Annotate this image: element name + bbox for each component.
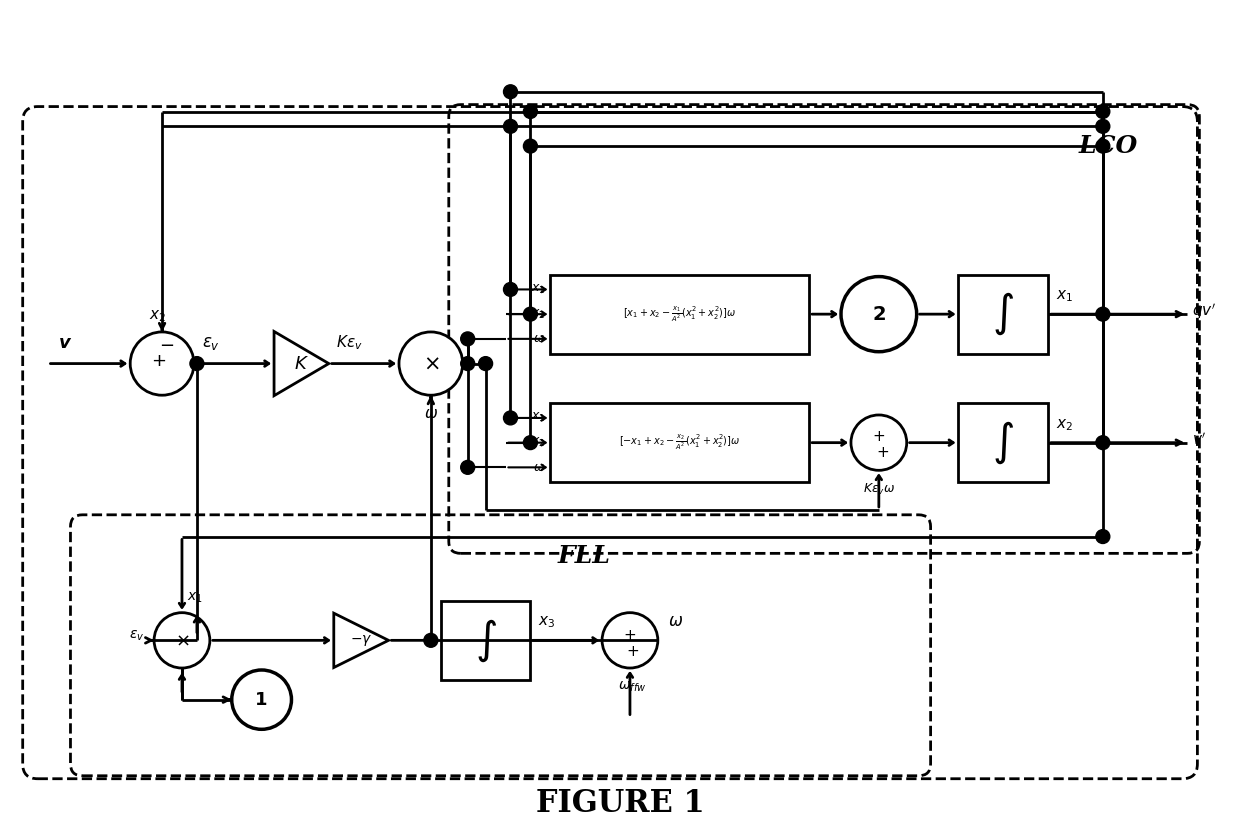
Circle shape [461, 356, 475, 370]
Circle shape [523, 436, 537, 450]
Text: LCO: LCO [1078, 134, 1137, 158]
Bar [959, 275, 1048, 354]
Bar [551, 403, 810, 482]
Circle shape [1096, 436, 1110, 450]
Text: $[x_1+x_2-\frac{x_1}{A^2}(x_1^2+x_2^2)]\omega$: $[x_1+x_2-\frac{x_1}{A^2}(x_1^2+x_2^2)]\… [624, 304, 737, 324]
Text: $x_1$: $x_1$ [531, 412, 546, 425]
Bar [440, 601, 531, 680]
Text: $\int$: $\int$ [992, 419, 1014, 466]
Circle shape [523, 139, 537, 153]
Text: $[-x_1+x_2-\frac{x_2}{A^2}(x_1^2+x_2^2)]\omega$: $[-x_1+x_2-\frac{x_2}{A^2}(x_1^2+x_2^2)]… [619, 433, 740, 452]
Circle shape [841, 276, 916, 351]
Circle shape [232, 670, 291, 729]
Text: $x_2$: $x_2$ [1056, 417, 1073, 433]
Text: $\varepsilon_v$: $\varepsilon_v$ [202, 335, 219, 351]
Text: $\omega_{ffw}$: $\omega_{ffw}$ [618, 680, 646, 695]
Text: $\int$: $\int$ [475, 617, 497, 663]
Text: $x_1$: $x_1$ [1056, 289, 1073, 304]
Text: FLL: FLL [558, 544, 610, 568]
Text: $\varepsilon_v$: $\varepsilon_v$ [129, 628, 144, 643]
Circle shape [1096, 139, 1110, 153]
Circle shape [1096, 530, 1110, 544]
Circle shape [1096, 120, 1110, 134]
Text: $x_1$: $x_1$ [531, 283, 546, 296]
Text: $x_2$: $x_2$ [531, 308, 546, 321]
Text: $K\varepsilon_v$: $K\varepsilon_v$ [336, 333, 363, 351]
Text: $x_1$: $x_1$ [187, 591, 203, 605]
Circle shape [1096, 105, 1110, 119]
Circle shape [851, 415, 906, 470]
Circle shape [190, 356, 203, 370]
Text: $\times$: $\times$ [175, 631, 190, 649]
Text: 1: 1 [255, 691, 268, 709]
Text: +: + [873, 429, 885, 444]
Circle shape [603, 613, 658, 668]
Text: $qv^{\prime}$: $qv^{\prime}$ [1193, 301, 1216, 321]
Circle shape [503, 120, 517, 134]
Text: $x_3$: $x_3$ [538, 615, 556, 630]
Bar [959, 403, 1048, 482]
Text: +: + [626, 644, 640, 658]
Text: +: + [151, 351, 166, 370]
Circle shape [154, 613, 210, 668]
Text: $x_2$: $x_2$ [149, 309, 166, 324]
Circle shape [130, 332, 193, 395]
Circle shape [523, 105, 537, 119]
Text: $\times$: $\times$ [423, 354, 439, 374]
Circle shape [503, 411, 517, 425]
Text: $\omega$: $\omega$ [533, 332, 546, 346]
Text: −: − [160, 337, 175, 355]
Text: $\omega$: $\omega$ [668, 614, 683, 630]
Text: $K\varepsilon_v\omega$: $K\varepsilon_v\omega$ [863, 482, 895, 497]
Circle shape [461, 460, 475, 474]
Text: $\boldsymbol{v}$: $\boldsymbol{v}$ [57, 333, 72, 351]
Text: $v^{\prime}$: $v^{\prime}$ [1193, 431, 1207, 448]
Text: $\omega$: $\omega$ [424, 407, 438, 421]
Text: +: + [624, 628, 636, 643]
Text: +: + [877, 445, 889, 460]
Text: 2: 2 [872, 304, 885, 323]
Bar [551, 275, 810, 354]
Text: $\int$: $\int$ [992, 291, 1014, 337]
Circle shape [479, 356, 492, 370]
Text: $x_2$: $x_2$ [531, 436, 546, 449]
Text: $\omega$: $\omega$ [533, 461, 546, 474]
Circle shape [503, 282, 517, 296]
Circle shape [503, 85, 517, 99]
Text: FIGURE 1: FIGURE 1 [536, 788, 704, 819]
Text: $K$: $K$ [294, 355, 309, 373]
Text: $-\gamma$: $-\gamma$ [350, 633, 372, 648]
Circle shape [1096, 307, 1110, 321]
Circle shape [399, 332, 463, 395]
Circle shape [523, 307, 537, 321]
Circle shape [461, 332, 475, 346]
Circle shape [424, 634, 438, 648]
